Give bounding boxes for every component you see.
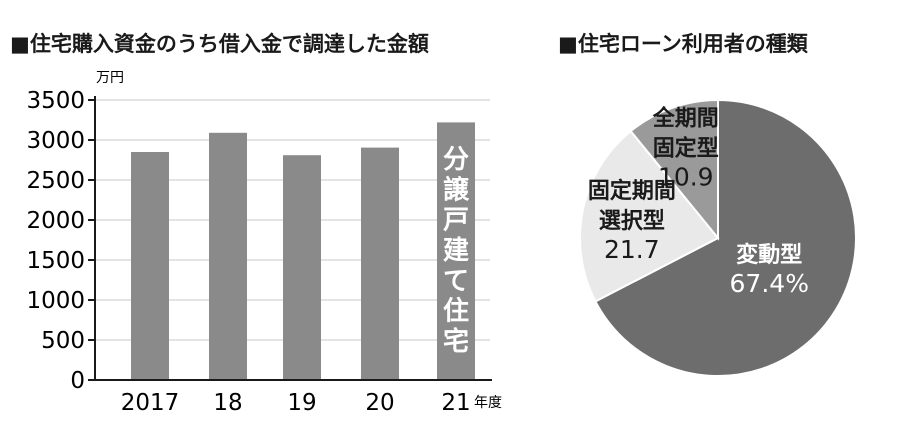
pie-chart-title: ■住宅ローン利用者の種類 bbox=[558, 32, 808, 56]
bar-annotation-char: 住 bbox=[443, 296, 469, 327]
bar bbox=[361, 147, 399, 380]
y-axis-unit-label: 万円 bbox=[96, 70, 124, 86]
y-tick-label: 2000 bbox=[26, 208, 85, 234]
bar bbox=[283, 155, 321, 380]
y-tick-label: 1000 bbox=[26, 288, 85, 314]
x-tick-label: 2017 bbox=[121, 390, 180, 416]
x-tick-label: 19 bbox=[287, 390, 316, 416]
bar-annotation-char: て bbox=[443, 266, 469, 296]
pie-slice-value: 10.9 bbox=[658, 163, 714, 192]
pie-slice-label: 変動型 bbox=[736, 242, 802, 268]
bar-annotation-char: 譲 bbox=[443, 174, 470, 205]
y-tick-label: 2500 bbox=[26, 168, 85, 194]
pie-slice-label: 固定期間 bbox=[588, 178, 676, 204]
bar-annotation-char: 宅 bbox=[443, 326, 469, 357]
x-axis-unit-label: 年度 bbox=[474, 395, 502, 411]
pie-slice-label: 全期間 bbox=[652, 106, 719, 132]
x-tick-label: 20 bbox=[365, 390, 394, 416]
bar-annotation-char: 戸 bbox=[443, 206, 469, 236]
y-tick-label: 3500 bbox=[26, 88, 85, 114]
bar-annotation-char: 建 bbox=[443, 236, 469, 266]
pie-slice-label: 固定型 bbox=[653, 136, 719, 162]
bar bbox=[209, 132, 247, 380]
pie-slice bbox=[594, 98, 857, 377]
pie-slice bbox=[579, 129, 720, 303]
bar bbox=[437, 122, 475, 381]
bar-chart-title: ■住宅購入資金のうち借入金で調達した金額 bbox=[10, 32, 429, 56]
pie-slice-value: 67.4% bbox=[730, 269, 809, 298]
bar bbox=[131, 152, 169, 380]
y-tick-label: 3000 bbox=[26, 128, 85, 154]
x-tick-label: 21 bbox=[441, 390, 470, 416]
y-tick-label: 500 bbox=[41, 328, 85, 354]
pie-slice bbox=[629, 98, 719, 241]
y-tick-label: 1500 bbox=[26, 248, 85, 274]
pie-slice-value: 21.7 bbox=[604, 235, 660, 264]
bar-annotation-char: 分 bbox=[443, 145, 469, 175]
y-tick-label: 0 bbox=[70, 368, 85, 394]
pie-slice-label: 選択型 bbox=[599, 209, 665, 234]
x-tick-label: 18 bbox=[213, 390, 242, 416]
